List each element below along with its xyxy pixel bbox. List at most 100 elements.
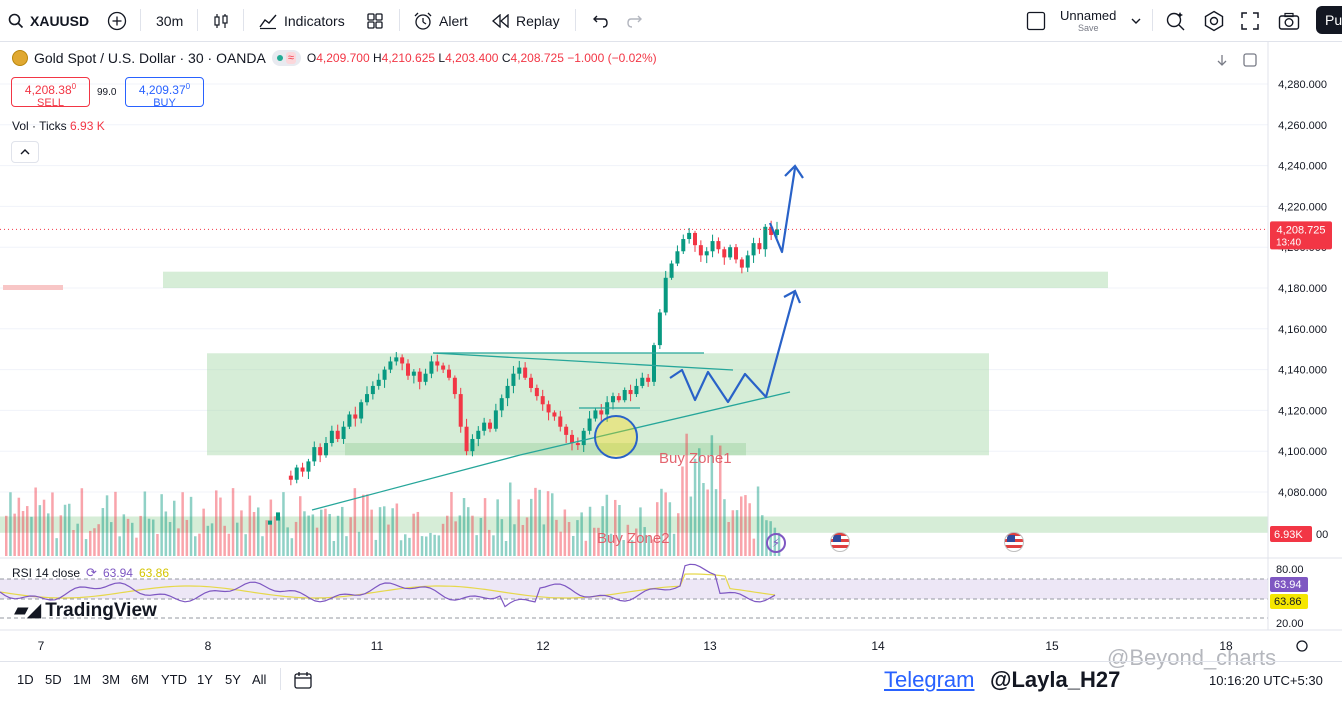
volume-bar [698, 448, 701, 556]
rsi-line [0, 563, 776, 608]
volume-bar [257, 507, 260, 556]
volume-bar [59, 515, 63, 556]
volume-label: Vol · Ticks [12, 119, 67, 133]
bottom-divider [280, 668, 281, 690]
volume-bar [21, 511, 25, 556]
alert-button[interactable]: Alert [413, 0, 468, 41]
range-ytd[interactable]: YTD [161, 672, 187, 687]
volume-bar [336, 515, 340, 556]
layout-save-label: Save [1078, 23, 1099, 33]
time-axis[interactable]: 7 8 11 12 13 14 15 18 [38, 639, 1308, 653]
range-1m[interactable]: 1M [73, 672, 92, 687]
price-axis[interactable]: 4,080.000 4,100.000 4,120.000 4,140.000 4,16… [1267, 42, 1332, 630]
screenshot-button[interactable] [1278, 0, 1300, 41]
quick-search-button[interactable] [1165, 0, 1187, 41]
volume-bar [303, 511, 306, 556]
market-status-badge[interactable]: ≈ [271, 50, 301, 66]
goto-date-button[interactable] [293, 670, 313, 695]
projection-upper-path [768, 167, 797, 254]
scroll-down-button[interactable] [1213, 51, 1231, 69]
candle-body [464, 426, 469, 452]
publish-button[interactable]: Pu [1316, 6, 1342, 34]
indicators-button[interactable]: Indicators [258, 0, 345, 41]
templates-button[interactable] [366, 0, 384, 41]
volume-bar [517, 499, 520, 556]
volume-bar [374, 539, 378, 556]
range-1d[interactable]: 1D [17, 672, 34, 687]
toolbar-divider [140, 9, 141, 31]
symbol-title[interactable]: Gold Spot / U.S. Dollar · 30 · OANDA [34, 50, 266, 66]
toolbar-divider [1152, 9, 1153, 31]
replay-button[interactable]: Replay [492, 0, 560, 41]
countdown-text: 13:40 [1276, 237, 1301, 248]
fullscreen-button[interactable] [1241, 0, 1259, 41]
symbol-search[interactable]: XAUUSD [8, 0, 89, 41]
volume-bar [51, 492, 54, 556]
collapse-legend-button[interactable] [11, 141, 39, 163]
clock[interactable]: 10:16:20 UTC+5:30 [1209, 673, 1323, 688]
sell-button[interactable]: 4,208.380 SELL [11, 77, 90, 109]
zone-buy-zone2 [0, 516, 1268, 533]
volume-bar [513, 524, 516, 556]
volume-bar [542, 524, 546, 556]
volume-bar [68, 503, 71, 556]
candle-body [476, 430, 481, 439]
current-price-text: 4,208.725 [1277, 224, 1326, 236]
range-3m[interactable]: 3M [102, 672, 121, 687]
volume-bar [530, 498, 533, 556]
range-1y[interactable]: 1Y [197, 672, 213, 687]
range-all[interactable]: All [252, 672, 267, 687]
candle-body [657, 312, 662, 346]
volume-bar [110, 522, 113, 556]
us-flag-event-icon[interactable] [830, 532, 850, 552]
volume-tag [1270, 526, 1312, 542]
buy-button[interactable]: 4,209.370 BUY [125, 77, 204, 109]
volume-legend[interactable]: Vol · Ticks 6.93 K [12, 119, 105, 133]
candle-body [728, 247, 733, 258]
layout-menu-button[interactable] [1130, 0, 1142, 41]
volume-bar [152, 519, 155, 556]
volume-bar [210, 523, 214, 556]
volume-bar [647, 535, 651, 556]
chart-type-button[interactable] [212, 0, 230, 41]
candle-body [523, 367, 528, 378]
time-label: 13 [703, 639, 717, 653]
volume-bar [462, 498, 466, 556]
volume-bar [433, 534, 436, 556]
us-flag-event-icon[interactable] [1004, 532, 1024, 552]
range-5d[interactable]: 5D [45, 672, 62, 687]
undo-button[interactable] [590, 0, 608, 41]
settings-button[interactable] [1203, 0, 1225, 41]
volume-bar [605, 494, 609, 556]
range-6m[interactable]: 6M [131, 672, 150, 687]
volume-bar [290, 538, 294, 556]
volume-bar [429, 532, 432, 556]
layout-name-button[interactable]: Unnamed Save [1060, 9, 1130, 34]
rsi-value-tag-text: 63.94 [1274, 579, 1302, 591]
compare-button[interactable] [107, 0, 127, 41]
time-label: 7 [38, 639, 45, 653]
volume-bar [580, 512, 583, 556]
layout-toggle[interactable] [1026, 0, 1046, 41]
price-tick-label: 4,240.000 [1278, 161, 1327, 173]
candle-body [452, 377, 457, 395]
volume-bar [26, 506, 29, 556]
time-label: 11 [371, 639, 384, 653]
alarm-clock-icon [413, 11, 433, 31]
projection-upper-arrowhead [784, 164, 804, 179]
interval-button[interactable]: 30m [156, 12, 184, 29]
candle-body [757, 243, 762, 250]
redo-button[interactable] [627, 0, 645, 41]
maximize-pane-button[interactable] [1241, 51, 1259, 69]
rsi-legend[interactable]: RSI 14 close ⟳ 63.94 63.86 [12, 565, 169, 581]
tradingview-logo[interactable]: ▰◢ TradingView [14, 599, 157, 622]
volume-bar [328, 513, 331, 556]
lightning-event-icon[interactable]: ⚡ [766, 533, 786, 553]
drawings[interactable] [0, 164, 1268, 511]
range-5y[interactable]: 5Y [225, 672, 241, 687]
volume-bar [693, 458, 697, 556]
volume-bar [416, 511, 420, 556]
volume-bar [714, 489, 718, 556]
telegram-link[interactable]: Telegram [884, 667, 975, 692]
